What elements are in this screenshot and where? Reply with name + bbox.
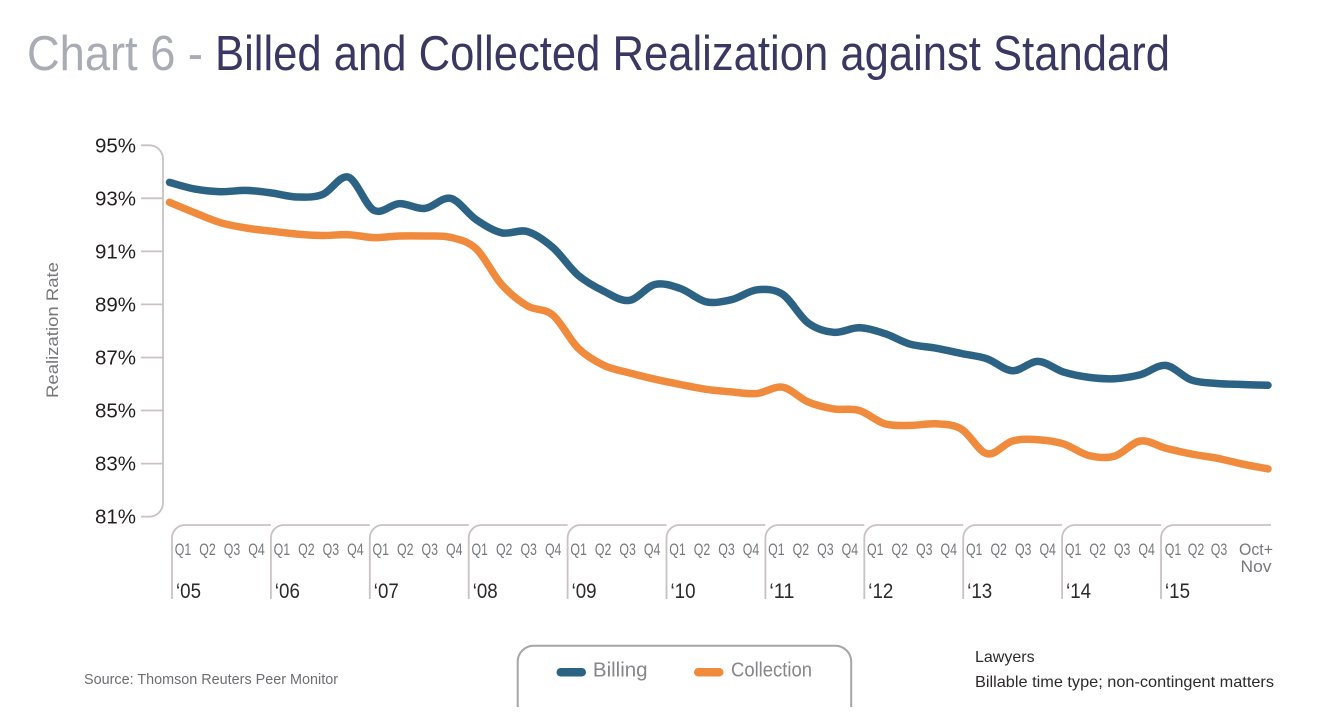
svg-text:Q3: Q3 [916, 540, 933, 559]
svg-text:Q3: Q3 [224, 540, 241, 559]
svg-text:Q2: Q2 [397, 540, 414, 559]
svg-text:Realization Rate: Realization Rate [43, 262, 62, 398]
svg-text:Q2: Q2 [595, 540, 612, 559]
svg-text:‘05: ‘05 [176, 579, 201, 603]
svg-text:87%: 87% [95, 347, 136, 370]
svg-text:95%: 95% [95, 134, 136, 157]
svg-text:Q4: Q4 [446, 540, 463, 559]
svg-text:Q1: Q1 [669, 540, 686, 559]
svg-text:Q1: Q1 [1165, 540, 1182, 559]
svg-text:89%: 89% [95, 293, 136, 316]
svg-text:Collection: Collection [731, 659, 812, 682]
svg-text:81%: 81% [95, 506, 136, 529]
svg-text:Q3: Q3 [718, 540, 735, 559]
svg-text:93%: 93% [95, 187, 136, 210]
svg-text:85%: 85% [95, 400, 136, 423]
svg-text:Q4: Q4 [1039, 540, 1056, 559]
svg-text:Oct+: Oct+ [1239, 540, 1273, 559]
svg-text:Q3: Q3 [323, 540, 340, 559]
svg-text:Q2: Q2 [1089, 540, 1106, 559]
svg-text:Q3: Q3 [422, 540, 439, 559]
svg-text:Q1: Q1 [1065, 540, 1082, 559]
svg-text:Q4: Q4 [248, 540, 265, 559]
svg-text:‘07: ‘07 [374, 579, 399, 603]
svg-text:Chart 6 -: Chart 6 - [27, 27, 203, 81]
svg-text:Billing: Billing [593, 659, 648, 682]
svg-text:‘11: ‘11 [769, 579, 794, 603]
svg-text:Q4: Q4 [743, 540, 760, 559]
svg-text:Q4: Q4 [644, 540, 661, 559]
svg-text:Q1: Q1 [373, 540, 390, 559]
svg-text:Q1: Q1 [867, 540, 884, 559]
svg-text:‘09: ‘09 [572, 579, 597, 603]
svg-text:Q2: Q2 [199, 540, 216, 559]
svg-text:Q3: Q3 [817, 540, 834, 559]
svg-text:Q4: Q4 [347, 540, 364, 559]
svg-text:Q3: Q3 [1211, 540, 1228, 559]
svg-text:‘08: ‘08 [473, 579, 498, 603]
svg-text:Q2: Q2 [496, 540, 513, 559]
svg-text:Lawyers: Lawyers [975, 649, 1035, 666]
svg-text:Source: Thomson Reuters Peer M: Source: Thomson Reuters Peer Monitor [84, 671, 338, 688]
svg-text:Q2: Q2 [694, 540, 711, 559]
svg-text:Q4: Q4 [842, 540, 859, 559]
svg-text:Q3: Q3 [520, 540, 537, 559]
svg-text:‘06: ‘06 [275, 579, 300, 603]
svg-text:‘10: ‘10 [671, 579, 696, 603]
svg-text:Q4: Q4 [1138, 540, 1155, 559]
svg-text:Q1: Q1 [175, 540, 192, 559]
svg-text:‘14: ‘14 [1066, 579, 1091, 603]
svg-text:Q1: Q1 [966, 540, 983, 559]
svg-text:Q3: Q3 [1015, 540, 1032, 559]
svg-text:Q1: Q1 [274, 540, 291, 559]
svg-text:Q3: Q3 [619, 540, 636, 559]
svg-text:Billed and Collected Realizati: Billed and Collected Realization against… [215, 27, 1170, 81]
svg-text:Q1: Q1 [570, 540, 587, 559]
svg-text:Q1: Q1 [768, 540, 785, 559]
svg-text:Q2: Q2 [990, 540, 1007, 559]
svg-text:Q2: Q2 [1188, 540, 1205, 559]
svg-text:Q4: Q4 [941, 540, 958, 559]
svg-text:Q2: Q2 [892, 540, 909, 559]
svg-text:‘12: ‘12 [868, 579, 893, 603]
svg-text:91%: 91% [95, 240, 136, 263]
svg-text:83%: 83% [95, 453, 136, 476]
svg-text:Q4: Q4 [545, 540, 562, 559]
svg-text:Billable time type; non-contin: Billable time type; non-contingent matte… [975, 674, 1274, 691]
svg-text:Q1: Q1 [471, 540, 488, 559]
svg-text:‘13: ‘13 [967, 579, 992, 603]
svg-text:Q3: Q3 [1114, 540, 1131, 559]
svg-text:‘15: ‘15 [1165, 579, 1190, 603]
svg-text:Nov: Nov [1241, 557, 1273, 576]
svg-text:Q2: Q2 [793, 540, 810, 559]
svg-text:Q2: Q2 [298, 540, 315, 559]
